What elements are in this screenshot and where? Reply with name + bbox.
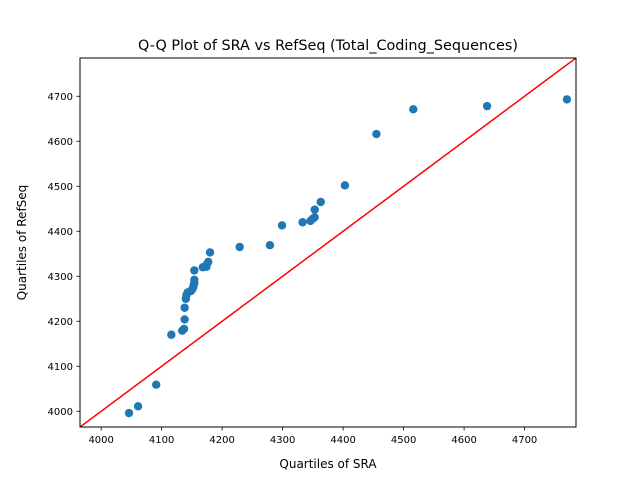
x-tick-label: 4000 [88, 435, 113, 446]
x-tick-label: 4100 [149, 435, 174, 446]
data-point [562, 95, 572, 104]
data-point [179, 324, 189, 334]
y-axis-label: Quartiles of RefSeq [15, 185, 29, 301]
data-point [180, 303, 189, 312]
y-tick-label: 4600 [48, 137, 73, 148]
data-point [204, 257, 213, 267]
data-point [124, 408, 134, 418]
reference-line-layer [80, 58, 576, 427]
x-axis-label: Quartiles of SRA [279, 457, 377, 471]
data-point [152, 380, 161, 389]
x-tick-label: 4600 [451, 435, 476, 446]
data-point [409, 105, 418, 114]
chart-title: Q-Q Plot of SRA vs RefSeq (Total_Coding_… [138, 38, 518, 54]
y-tick-label: 4400 [48, 227, 73, 238]
data-point [167, 330, 176, 339]
data-point [277, 221, 287, 230]
x-tick-label: 4700 [512, 435, 537, 446]
x-tick-label: 4500 [391, 435, 416, 446]
data-point [340, 181, 350, 190]
data-points-layer [124, 95, 572, 418]
x-tick-label: 4200 [209, 435, 234, 446]
data-point [316, 197, 325, 207]
data-point [310, 205, 319, 214]
data-point [265, 241, 275, 250]
y-tick-label: 4300 [48, 272, 73, 283]
x-tick-label: 4300 [270, 435, 295, 446]
plot-area-frame [79, 57, 577, 428]
y-tick-label: 4200 [48, 317, 73, 328]
x-axis-ticks: 4000 4100 4200 4300 4400 4500 4600 4700 [88, 427, 537, 446]
data-point [372, 129, 381, 139]
y-tick-label: 4000 [48, 407, 73, 418]
y-tick-label: 4100 [48, 362, 73, 373]
data-point [205, 248, 215, 257]
x-tick-label: 4400 [330, 435, 355, 446]
data-point [180, 315, 189, 324]
data-point [482, 101, 492, 111]
data-point [310, 213, 319, 222]
y-axis-ticks: 4000 4100 4200 4300 4400 4500 4600 4700 [48, 92, 80, 418]
y-tick-label: 4700 [48, 92, 73, 103]
data-point [190, 266, 199, 275]
data-point [190, 275, 199, 285]
data-point [298, 218, 307, 227]
y-tick-label: 4500 [48, 182, 73, 193]
data-point [235, 242, 244, 252]
data-point [133, 402, 143, 411]
reference-line [80, 58, 576, 427]
